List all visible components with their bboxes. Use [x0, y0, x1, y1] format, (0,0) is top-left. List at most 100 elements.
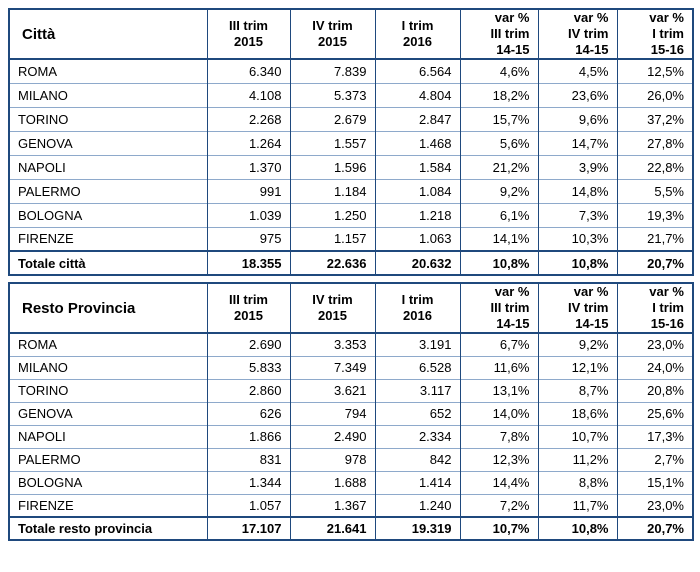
column-header: var % IV trim 14-15: [537, 283, 618, 334]
value-cell: 10,7%: [537, 424, 618, 448]
column-header-line: III trim: [228, 292, 268, 307]
column-header-line: var %: [573, 10, 609, 25]
column-header-line: IV trim: [568, 26, 609, 41]
total-value: 19.319: [374, 516, 461, 540]
value-cell: 652: [374, 401, 461, 425]
value-cell: 1.039: [206, 202, 291, 227]
total-value: 17.107: [206, 516, 291, 540]
column-header: var % III trim 14-15: [459, 9, 539, 60]
value-cell: 21,2%: [459, 154, 539, 179]
total-value: 22.636: [289, 250, 376, 275]
value-cell: 9,2%: [459, 178, 539, 203]
column-header-line: I trim: [652, 26, 684, 41]
value-cell: 22,8%: [616, 154, 694, 179]
value-cell: 37,2%: [616, 106, 694, 131]
total-value: 18.355: [206, 250, 291, 275]
value-cell: 4.804: [374, 82, 461, 107]
value-cell: 1.596: [289, 154, 376, 179]
data-table: Città III trim 2015 IV trim 2015 I trim 2016 va…: [8, 8, 694, 276]
value-cell: 2.847: [374, 106, 461, 131]
value-cell: 1.084: [374, 178, 461, 203]
row-label: PALERMO: [8, 447, 208, 471]
column-header: III trim 2015: [206, 283, 291, 334]
row-label: MILANO: [8, 82, 208, 107]
total-value: 21.641: [289, 516, 376, 540]
value-cell: 27,8%: [616, 130, 694, 155]
value-cell: 1.264: [206, 130, 291, 155]
data-row: FIRENZE 975 1.157 1.063 14,1% 10,3% 21,7%: [8, 226, 694, 251]
value-cell: 6.340: [206, 58, 291, 83]
value-cell: 9,6%: [537, 106, 618, 131]
total-label: Totale città: [8, 250, 208, 275]
column-header-line: var %: [494, 10, 530, 25]
column-header-line: IV trim: [312, 292, 353, 307]
value-cell: 23,6%: [537, 82, 618, 107]
value-cell: 4,5%: [537, 58, 618, 83]
total-value: 20.632: [374, 250, 461, 275]
value-cell: 7,8%: [459, 424, 539, 448]
total-value: 20,7%: [616, 516, 694, 540]
row-label: NAPOLI: [8, 154, 208, 179]
value-cell: 1.184: [289, 178, 376, 203]
row-label: BOLOGNA: [8, 202, 208, 227]
column-header: I trim 2016: [374, 9, 461, 60]
value-cell: 3.353: [289, 332, 376, 356]
column-header: var % I trim 15-16: [616, 9, 694, 60]
table-title: Città: [8, 9, 208, 60]
value-cell: 2.268: [206, 106, 291, 131]
value-cell: 24,0%: [616, 355, 694, 379]
value-cell: 23,0%: [616, 332, 694, 356]
total-row: Totale città 18.355 22.636 20.632 10,8% 10,8%…: [8, 250, 694, 275]
column-header-line: I trim: [401, 18, 434, 33]
value-cell: 6,1%: [459, 202, 539, 227]
column-header-line: 2015: [318, 34, 347, 49]
column-header-line: IV trim: [568, 300, 609, 315]
value-cell: 3,9%: [537, 154, 618, 179]
value-cell: 2.679: [289, 106, 376, 131]
data-row: PALERMO 991 1.184 1.084 9,2% 14,8% 5,5%: [8, 178, 694, 203]
column-header: IV trim 2015: [289, 9, 376, 60]
column-header-line: 15-16: [650, 316, 684, 331]
value-cell: 2,7%: [616, 447, 694, 471]
column-header: var % I trim 15-16: [616, 283, 694, 334]
data-row: PALERMO 831 978 842 12,3% 11,2% 2,7%: [8, 447, 694, 471]
value-cell: 2.334: [374, 424, 461, 448]
column-header-line: 2015: [234, 34, 263, 49]
value-cell: 1.414: [374, 470, 461, 494]
total-value: 10,8%: [459, 250, 539, 275]
value-cell: 15,7%: [459, 106, 539, 131]
row-label: PALERMO: [8, 178, 208, 203]
value-cell: 19,3%: [616, 202, 694, 227]
value-cell: 2.690: [206, 332, 291, 356]
value-cell: 14,0%: [459, 401, 539, 425]
value-cell: 12,3%: [459, 447, 539, 471]
table-title: Resto Provincia: [8, 283, 208, 334]
data-row: BOLOGNA 1.344 1.688 1.414 14,4% 8,8% 15,1%: [8, 470, 694, 494]
column-header-line: III trim: [490, 26, 530, 41]
column-header-line: 14-15: [575, 42, 609, 57]
column-header-line: 14-15: [496, 316, 530, 331]
value-cell: 11,7%: [537, 493, 618, 517]
value-cell: 1.344: [206, 470, 291, 494]
total-value: 10,8%: [537, 250, 618, 275]
row-label: FIRENZE: [8, 226, 208, 251]
value-cell: 8,8%: [537, 470, 618, 494]
value-cell: 3.117: [374, 378, 461, 402]
column-header-line: var %: [649, 284, 684, 299]
value-cell: 10,3%: [537, 226, 618, 251]
column-header-line: 14-15: [496, 42, 530, 57]
value-cell: 1.370: [206, 154, 291, 179]
resto-provincia-table: Resto Provincia III trim 2015 IV trim 2015 I …: [8, 282, 694, 541]
value-cell: 14,1%: [459, 226, 539, 251]
value-cell: 626: [206, 401, 291, 425]
data-row: TORINO 2.860 3.621 3.117 13,1% 8,7% 20,8%: [8, 378, 694, 402]
header-row: Resto Provincia III trim 2015 IV trim 2015 I …: [8, 283, 694, 334]
value-cell: 1.218: [374, 202, 461, 227]
value-cell: 7,2%: [459, 493, 539, 517]
value-cell: 7.839: [289, 58, 376, 83]
column-header-line: var %: [494, 284, 530, 299]
value-cell: 1.584: [374, 154, 461, 179]
column-header: var % IV trim 14-15: [537, 9, 618, 60]
data-row: ROMA 6.340 7.839 6.564 4,6% 4,5% 12,5%: [8, 58, 694, 83]
value-cell: 21,7%: [616, 226, 694, 251]
